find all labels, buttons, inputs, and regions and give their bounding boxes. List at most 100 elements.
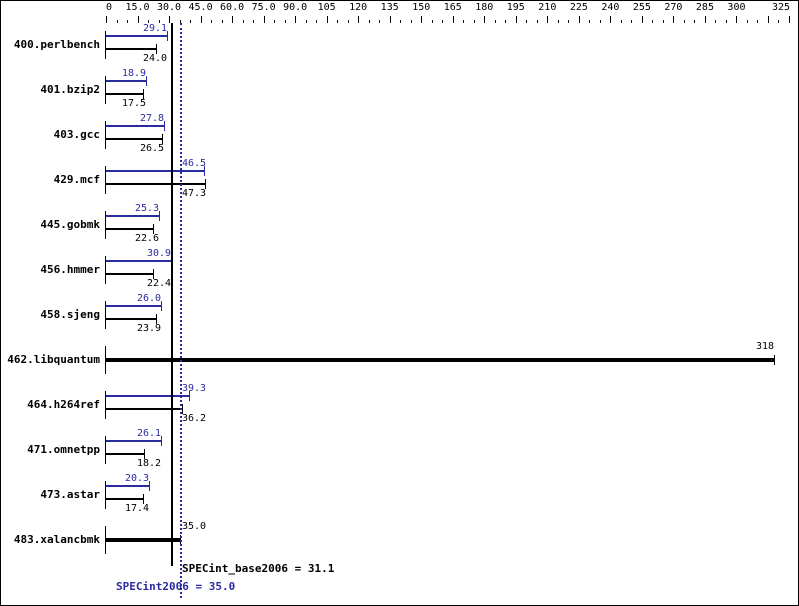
x-tick-mark: [432, 20, 433, 23]
x-tick-mark: [411, 20, 412, 23]
benchmark-label: 483.xalancbmk: [13, 533, 100, 546]
base-bar: [106, 138, 162, 140]
peak-bar: [106, 80, 146, 82]
x-tick-mark: [316, 20, 317, 23]
x-tick-mark: [610, 16, 611, 23]
x-tick-label: 210: [538, 2, 557, 13]
x-tick-mark: [232, 16, 233, 23]
peak-bar: [106, 305, 161, 307]
base-bar: [106, 408, 183, 410]
benchmark-label: 462.libquantum: [7, 353, 100, 366]
row-axis-segment: [105, 166, 106, 194]
benchmark-label: 471.omnetpp: [27, 443, 100, 456]
base-bar-cap: [162, 134, 163, 144]
base-bar-cap: [144, 449, 145, 459]
x-tick-mark: [180, 20, 181, 23]
x-tick-label: 225: [569, 2, 588, 13]
row-axis-segment: [105, 526, 106, 554]
x-tick-mark: [715, 20, 716, 23]
value-label: 26.5: [140, 143, 165, 154]
x-tick-mark: [274, 20, 275, 23]
peak-bar-cap: [161, 436, 162, 446]
x-tick-mark: [526, 20, 527, 23]
x-tick-mark: [673, 16, 674, 23]
x-tick-label: 135: [380, 2, 399, 13]
x-tick-mark: [589, 20, 590, 23]
value-label: 18.2: [137, 458, 162, 469]
x-tick-mark: [390, 16, 391, 23]
peak-geomean-line: [180, 23, 182, 598]
x-tick-mark: [694, 20, 695, 23]
x-tick-label: 285: [695, 2, 714, 13]
value-label: 17.5: [122, 98, 147, 109]
x-tick-mark: [106, 16, 107, 23]
x-tick-mark: [264, 16, 265, 23]
value-label: 26.0: [137, 293, 162, 304]
x-tick-label: 255: [632, 2, 651, 13]
x-tick-mark: [211, 20, 212, 23]
base-bar: [106, 183, 206, 185]
x-tick-label: 120: [349, 2, 368, 13]
benchmark-label: 400.perlbench: [13, 38, 100, 51]
peak-bar: [106, 125, 165, 127]
x-tick-label: 270: [664, 2, 683, 13]
x-tick-label: 60.0: [220, 2, 245, 13]
value-label: 22.4: [147, 278, 172, 289]
base-bar-cap: [205, 179, 206, 189]
base-bar: [106, 228, 154, 230]
x-tick-mark: [285, 20, 286, 23]
x-tick-label: 105: [317, 2, 336, 13]
base-bar-cap: [153, 224, 154, 234]
value-label: 39.3: [182, 383, 207, 394]
x-tick-label: 90.0: [283, 2, 308, 13]
value-label: 46.5: [182, 158, 207, 169]
base-bar: [106, 453, 145, 455]
x-tick-label: 195: [506, 2, 525, 13]
peak-bar: [106, 485, 149, 487]
base-summary-label: SPECint_base2006 = 31.1: [182, 562, 335, 575]
benchmark-label: 464.h264ref: [27, 398, 100, 411]
x-tick-mark: [495, 20, 496, 23]
row-axis-segment: [105, 391, 106, 419]
peak-bar: [106, 35, 168, 37]
row-axis-segment: [105, 211, 106, 239]
benchmark-label: 401.bzip2: [40, 83, 100, 96]
row-axis-segment: [105, 31, 106, 59]
x-tick-label: 15.0: [125, 2, 150, 13]
x-tick-mark: [369, 20, 370, 23]
peak-bar: [106, 170, 204, 172]
combined-bar: [106, 358, 775, 362]
value-label: 27.8: [140, 113, 165, 124]
value-label: 23.9: [137, 323, 162, 334]
x-tick-mark: [537, 20, 538, 23]
value-label: 35.0: [182, 521, 207, 532]
x-tick-label: 30.0: [156, 2, 182, 13]
x-tick-mark: [516, 16, 517, 23]
row-axis-segment: [105, 481, 106, 509]
x-tick-label: 75.0: [251, 2, 276, 13]
value-label: 29.1: [143, 23, 168, 34]
x-tick-mark: [778, 20, 779, 23]
value-label: 47.3: [182, 188, 207, 199]
value-label: 20.3: [125, 473, 150, 484]
benchmark-label: 403.gcc: [53, 128, 100, 141]
peak-bar: [106, 260, 171, 262]
row-axis-segment: [105, 436, 106, 464]
x-tick-mark: [117, 20, 118, 23]
x-tick-label: 300: [727, 2, 746, 13]
x-tick-mark: [243, 20, 244, 23]
x-tick-mark: [747, 20, 748, 23]
peak-bar-cap: [159, 211, 160, 221]
peak-bar-cap: [204, 166, 205, 176]
peak-bar-cap: [167, 31, 168, 41]
x-tick-mark: [400, 20, 401, 23]
peak-bar: [106, 215, 160, 217]
x-tick-label: 150: [412, 2, 431, 13]
peak-bar-cap: [164, 121, 165, 131]
x-tick-mark: [337, 20, 338, 23]
x-tick-mark: [705, 16, 706, 23]
benchmark-label: 458.sjeng: [40, 308, 100, 321]
value-label: 36.2: [182, 413, 207, 424]
peak-bar-cap: [189, 391, 190, 401]
base-bar: [106, 273, 154, 275]
